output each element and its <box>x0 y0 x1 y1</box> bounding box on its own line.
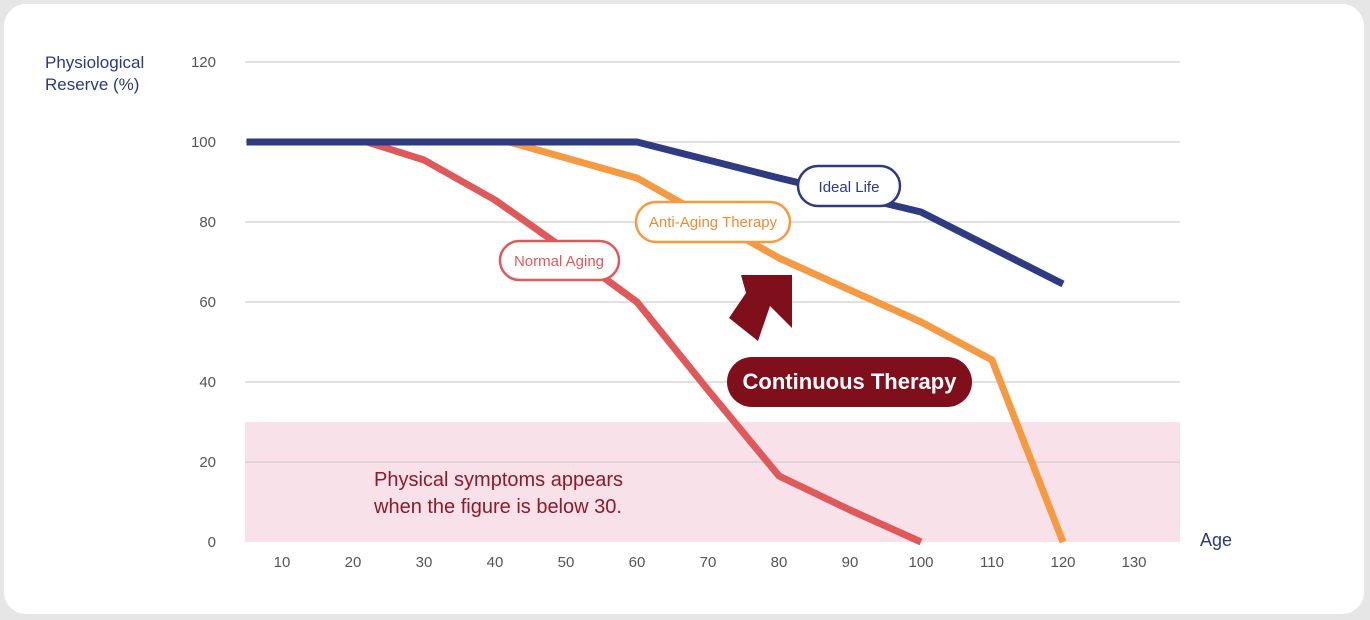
x-axis-title: Age <box>1200 530 1233 550</box>
series-label-anti-aging: Anti-Aging Therapy <box>634 200 792 244</box>
series-label-ideal-life: Ideal Life <box>796 164 902 208</box>
continuous-therapy-badge: Continuous Therapy <box>727 357 972 407</box>
y-tick-label: 40 <box>199 374 216 391</box>
symptom-note: Physical symptoms appears when the figur… <box>374 469 623 518</box>
x-tick-label: 20 <box>345 554 362 571</box>
series-label-ideal-life-text: Ideal Life <box>819 179 880 196</box>
x-tick-label: 90 <box>842 554 859 571</box>
x-tick-label: 50 <box>558 554 575 571</box>
y-tick-label: 20 <box>199 454 216 471</box>
series-line-ideal-life <box>246 138 1065 288</box>
series-label-anti-aging-text: Anti-Aging Therapy <box>649 214 778 231</box>
series-label-normal-aging-text: Normal Aging <box>514 253 604 270</box>
therapy-arrow-icon <box>729 275 792 341</box>
x-tick-label: 10 <box>274 554 291 571</box>
series-label-normal-aging: Normal Aging <box>498 239 621 282</box>
y-tick-label: 60 <box>199 294 216 311</box>
y-tick-label: 80 <box>199 214 216 231</box>
y-tick-label: 120 <box>191 54 216 71</box>
x-tick-label: 70 <box>700 554 717 571</box>
y-tick-labels: 0 20 40 60 80 100 120 <box>191 54 216 551</box>
x-tick-label: 130 <box>1121 554 1146 571</box>
x-tick-label: 110 <box>980 554 1004 571</box>
gridlines <box>245 61 1180 463</box>
x-tick-label: 120 <box>1050 554 1075 571</box>
x-tick-label: 30 <box>416 554 433 571</box>
y-tick-label: 0 <box>208 534 216 551</box>
x-tick-label: 80 <box>771 554 788 571</box>
y-tick-label: 100 <box>191 134 216 151</box>
x-tick-label: 40 <box>487 554 504 571</box>
x-tick-label: 100 <box>908 554 933 571</box>
continuous-therapy-text: Continuous Therapy <box>743 369 958 394</box>
y-axis-title: Physiological Reserve (%) <box>45 53 145 94</box>
x-tick-labels: 10 20 30 40 50 60 70 80 90 100 110 120 130 <box>274 554 1147 571</box>
x-tick-label: 60 <box>629 554 646 571</box>
